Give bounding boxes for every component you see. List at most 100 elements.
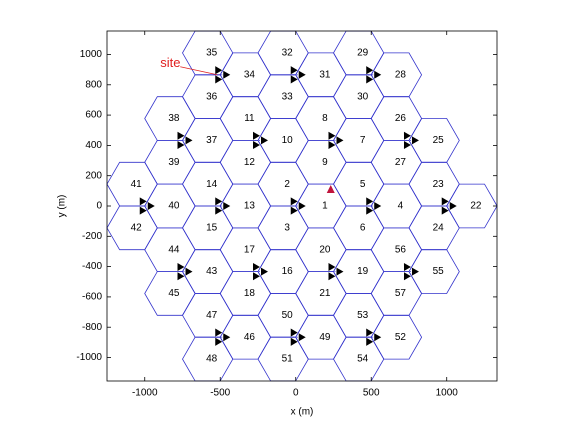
sector-triangle	[215, 75, 223, 84]
sector-triangle	[252, 272, 260, 281]
cell-label: 5	[360, 179, 366, 190]
sector-triangle	[177, 262, 185, 272]
sector-triangle	[215, 197, 223, 206]
annotation-text: site	[160, 55, 180, 70]
cell-label: 24	[433, 223, 445, 234]
cell-label: 47	[206, 310, 218, 321]
site-marker	[403, 262, 419, 281]
user-marker	[326, 184, 335, 193]
cell-hexagon	[370, 139, 423, 185]
cell-label: 48	[206, 354, 218, 365]
x-tick-label: 0	[293, 388, 299, 399]
y-tick-label: 200	[85, 170, 102, 181]
cell-label: 21	[319, 288, 331, 299]
site-marker	[290, 66, 306, 84]
y-tick-label: -400	[82, 261, 102, 272]
cell-label: 14	[206, 179, 218, 190]
site-marker	[328, 262, 344, 281]
site-marker	[366, 197, 382, 215]
cell-label: 1	[322, 201, 328, 212]
sector-triangle	[366, 206, 374, 215]
site-marker	[177, 262, 193, 281]
cell-label: 55	[433, 266, 445, 277]
cell-label: 45	[168, 288, 180, 299]
cell-label: 18	[244, 288, 256, 299]
sector-triangle	[223, 333, 231, 342]
cell-label: 20	[319, 244, 331, 255]
sector-triangle	[223, 70, 231, 79]
site-marker	[403, 131, 419, 150]
sector-triangle	[177, 131, 185, 140]
sector-triangle	[374, 70, 382, 79]
sector-triangle	[403, 272, 411, 281]
sector-triangle	[441, 197, 449, 206]
cell-label: 53	[357, 310, 369, 321]
cell-label: 33	[282, 91, 294, 102]
cell-label: 54	[357, 354, 369, 365]
sector-triangle	[411, 136, 419, 145]
sector-triangle	[215, 328, 223, 337]
sector-triangle	[366, 66, 374, 75]
cell-label: 27	[395, 157, 407, 168]
sector-triangle	[290, 66, 298, 75]
cell-label: 40	[168, 201, 180, 212]
cell-label: 42	[131, 223, 143, 234]
y-tick-label: -1000	[76, 352, 102, 363]
sector-triangle	[260, 136, 268, 145]
y-tick-label: -800	[82, 322, 102, 333]
sector-triangle	[403, 140, 411, 150]
cell-label: 9	[322, 157, 328, 168]
cell-label: 26	[395, 113, 407, 124]
y-tick-label: 1000	[80, 49, 103, 60]
sector-triangle	[403, 262, 411, 272]
sector-triangle	[403, 131, 411, 140]
x-tick-label: -500	[210, 388, 230, 399]
y-tick-label: 0	[96, 201, 102, 212]
site-marker	[366, 328, 382, 346]
sector-triangle	[223, 202, 231, 210]
site-marker	[252, 262, 268, 281]
site-marker	[215, 328, 231, 346]
cell-label: 3	[284, 223, 290, 234]
cell-label: 16	[282, 266, 294, 277]
site-marker	[290, 197, 306, 215]
sector-triangle	[139, 206, 147, 215]
sector-triangle	[374, 333, 382, 342]
cell-label: 34	[244, 69, 256, 80]
cell-label: 56	[395, 244, 407, 255]
cell-label: 17	[244, 244, 256, 255]
cell-label: 43	[206, 266, 218, 277]
cell-label: 36	[206, 91, 218, 102]
cell-label: 51	[282, 354, 294, 365]
site-marker	[366, 66, 382, 84]
y-tick-label: -200	[82, 231, 102, 242]
cell-label: 50	[282, 310, 294, 321]
sector-triangle	[328, 262, 336, 272]
sector-triangle	[252, 262, 260, 272]
annotation-line	[180, 66, 218, 76]
sector-triangle	[328, 272, 336, 281]
cell-label: 35	[206, 48, 218, 59]
cell-label: 52	[395, 332, 407, 343]
x-tick-label: -1000	[132, 388, 158, 399]
cell-label: 29	[357, 48, 369, 59]
cell-label: 6	[360, 223, 366, 234]
sector-triangle	[215, 206, 223, 215]
sector-triangle	[298, 202, 306, 210]
sector-triangle	[290, 75, 298, 84]
y-tick-label: 400	[85, 140, 102, 151]
cell-label: 44	[168, 244, 180, 255]
cell-label: 2	[284, 179, 290, 190]
sector-triangle	[411, 267, 419, 276]
site-marker	[290, 328, 306, 346]
cell-label: 11	[244, 113, 255, 124]
cell-hexagon	[370, 271, 423, 316]
sector-triangle	[336, 267, 344, 276]
sector-triangle	[449, 202, 457, 210]
cell-label: 57	[395, 288, 407, 299]
sector-triangle	[139, 197, 147, 206]
cell-label: 12	[244, 157, 256, 168]
y-axis-label: y (m)	[57, 195, 68, 218]
cell-label: 4	[398, 201, 404, 212]
